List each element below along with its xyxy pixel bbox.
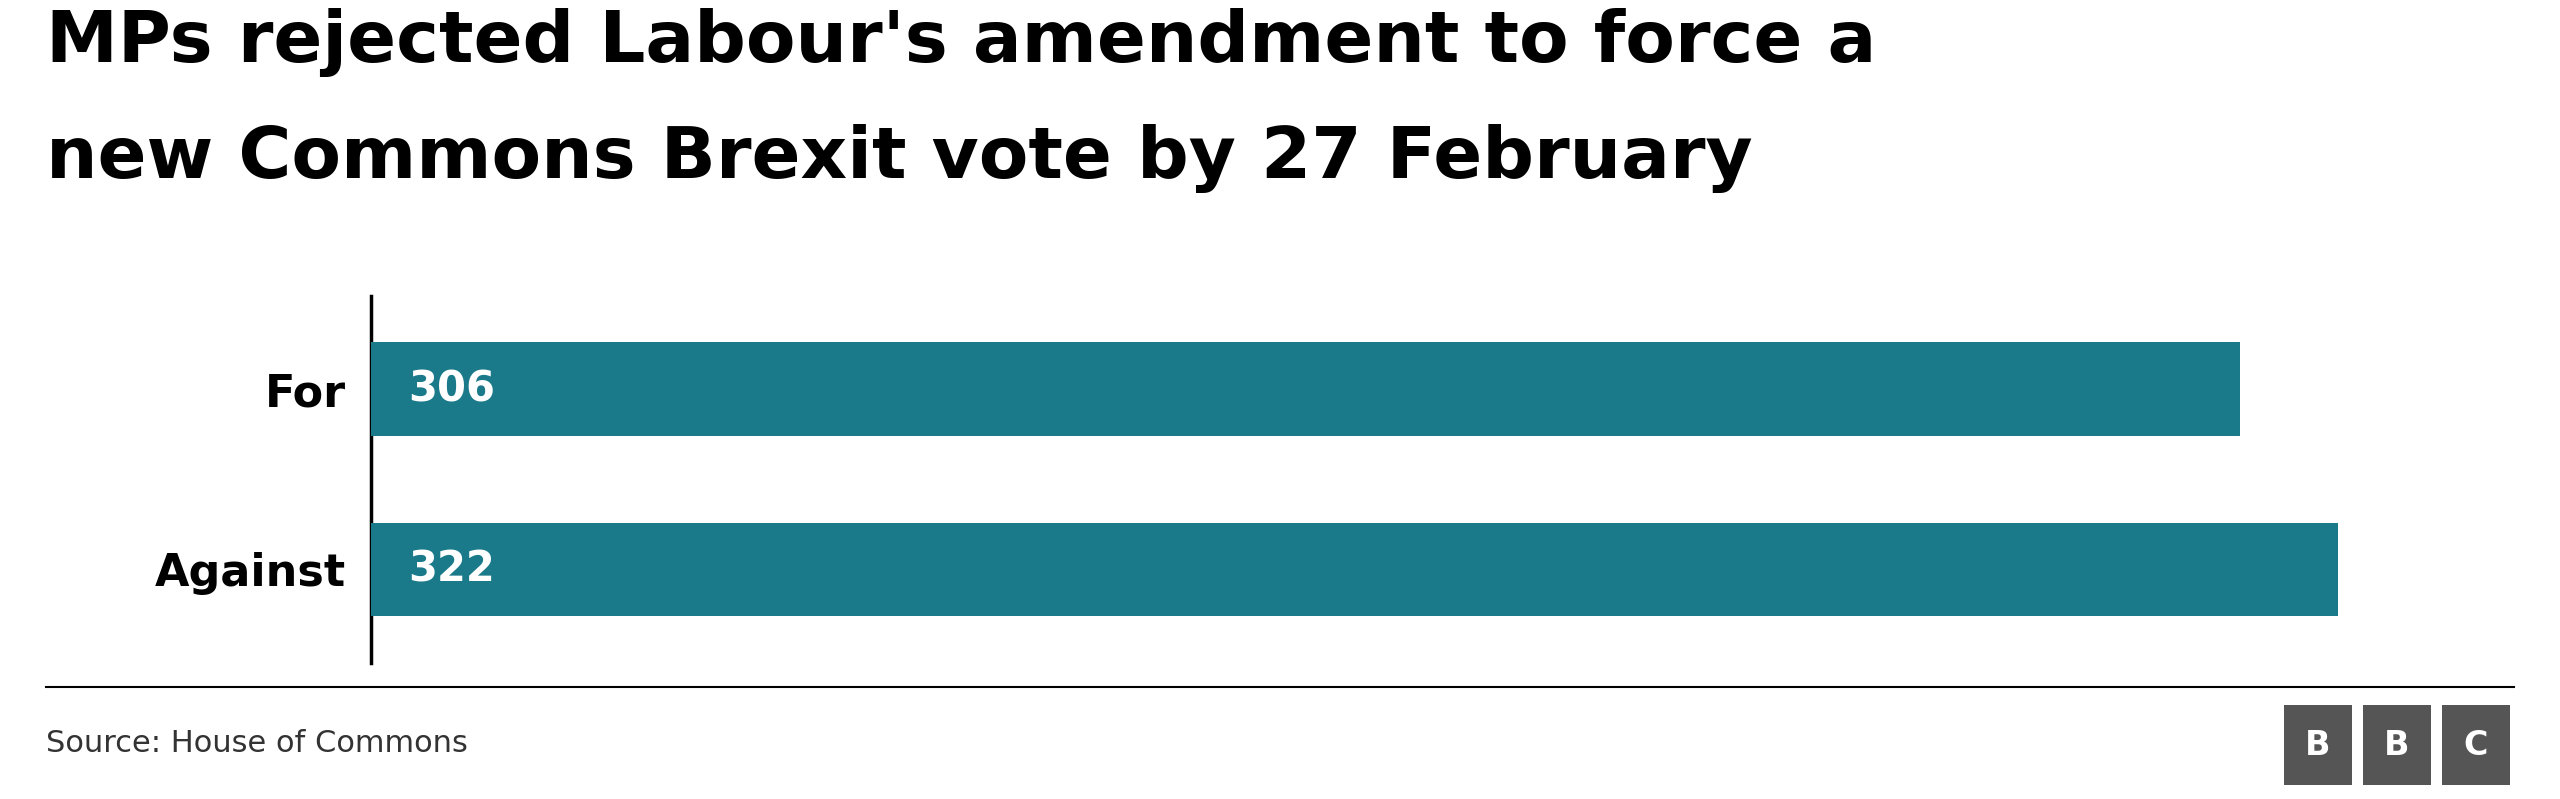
Text: B: B	[2383, 729, 2409, 761]
Bar	[2442, 705, 2509, 785]
Bar	[2284, 705, 2353, 785]
Text: 306: 306	[407, 368, 494, 411]
Text: Source: House of Commons: Source: House of Commons	[46, 729, 468, 757]
Bar	[371, 343, 2240, 436]
Text: MPs rejected Labour's amendment to force a: MPs rejected Labour's amendment to force…	[46, 8, 1876, 77]
Bar	[2363, 705, 2429, 785]
Text: B: B	[2304, 729, 2330, 761]
Bar	[371, 523, 2337, 616]
Text: 322: 322	[407, 548, 494, 590]
Text: new Commons Brexit vote by 27 February: new Commons Brexit vote by 27 February	[46, 124, 1754, 193]
Text: C: C	[2463, 729, 2488, 761]
